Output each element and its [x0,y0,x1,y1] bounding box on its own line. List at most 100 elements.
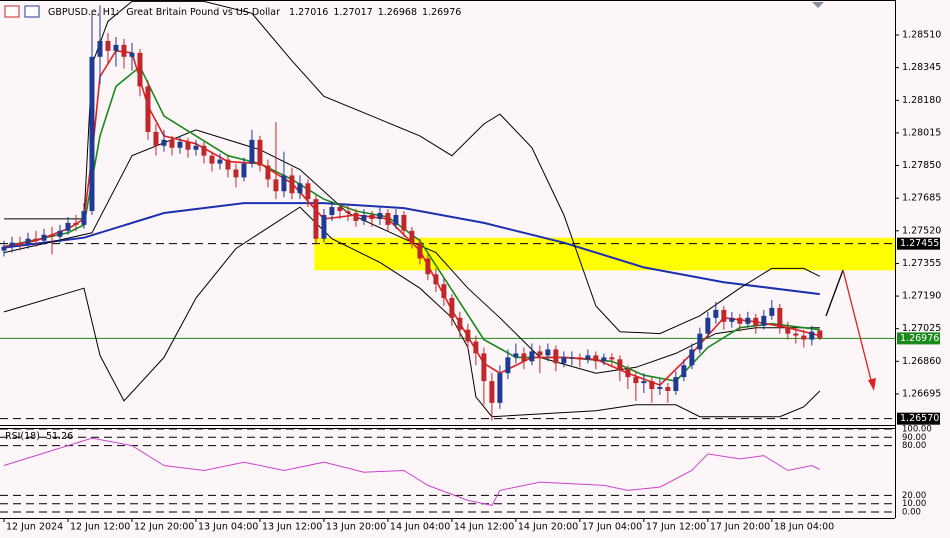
icon [24,5,40,18]
x-tick-label: 17 Jun 20:00 [710,522,770,533]
y-tick-label: 1.28015 [902,127,941,138]
candle-body [385,213,391,225]
candle-body [313,199,319,239]
x-tick-label: 14 Jun 12:00 [454,522,514,533]
y-tick-label: 1.27355 [902,258,941,269]
description: Great Britain Pound vs US Dollar [126,7,280,18]
y-tick-label: 1.26860 [902,356,941,367]
candle-body [129,52,135,57]
candle-body [473,341,479,354]
candle-body [625,369,631,378]
candle-body [777,307,783,328]
candle-body [465,329,471,342]
overlay-line [3,202,820,296]
candle-body [305,183,311,200]
x-tick-label: 12 Jun 2024 [6,522,63,533]
scroll-marker [812,2,824,8]
candle-body [809,331,815,340]
candle-body [425,258,431,275]
y-tick-label: 1.28180 [902,95,941,106]
overlay-line [4,0,821,335]
y-tick-label: 1.26695 [902,388,941,399]
forecast-down [842,269,873,385]
rsi-tick-label: 100.00 [902,425,932,435]
candle-body [633,377,639,384]
candle-body [225,159,231,170]
x-tick-label: 13 Jun 20:00 [326,522,386,533]
candle-body [9,242,15,247]
arrow-head [868,378,876,391]
candle-body [105,40,111,51]
candle-body [241,163,247,178]
candle-body [801,335,807,340]
candle-body [817,330,823,339]
candle-body [609,357,615,360]
candle-body [337,207,343,212]
x-tick-label: 17 Jun 12:00 [646,522,706,533]
candle-body [169,139,175,148]
candle-body [681,365,687,378]
candle-body [641,381,647,384]
candle-body [137,52,143,87]
candle-body [41,234,47,241]
rsi-tick-label: 10.00 [902,499,926,509]
rsi-tick-label: 80.00 [902,441,926,451]
candle-body [537,351,543,356]
x-tick-label: 14 Jun 04:00 [390,522,450,533]
candle-body [25,238,31,245]
candle-body [297,183,303,194]
overlay-line [3,206,821,418]
candle-body [393,214,399,225]
x-tick-label: 12 Jun 12:00 [70,522,130,533]
x-tick-label: 13 Jun 12:00 [262,522,322,533]
candle-body [153,131,159,146]
candle-body [369,214,375,219]
candle-body [657,387,663,390]
price-panel [0,0,895,421]
candle-body [249,139,255,164]
y-tick-label: 1.27520 [902,225,941,236]
candle-body [217,159,223,164]
y-tick-label: 1.27190 [902,291,941,302]
candle-body [697,333,703,350]
level-label-box [897,237,940,250]
candle-body [753,317,759,326]
candle-body [665,387,671,391]
rsi-tick-label: 90.00 [902,433,926,443]
high: 1.27017 [333,7,372,18]
x-tick-label: 13 Jun 04:00 [198,522,258,533]
candle-body [209,155,215,164]
candle-body [73,222,79,225]
candle-body [281,175,287,192]
candle-body [729,317,735,322]
rsi-line [3,437,821,506]
candle-body [329,207,335,215]
candle-body [593,355,599,362]
candle-body [553,349,559,364]
candle-body [185,141,191,150]
candle-body [601,357,607,362]
icon [4,5,20,18]
candle-body [417,242,423,259]
candle-body [321,214,327,239]
candle-body [713,309,719,318]
candle-body [457,317,463,330]
rsi-header: RSI(18) 51.26 [5,431,73,442]
low: 1.26968 [378,7,417,18]
candle-body [513,353,519,358]
candle-body [441,284,447,299]
candle-body [505,357,511,374]
candle-body [201,145,207,156]
candle-body [585,355,591,360]
rsi-label: RSI(18) [5,431,40,442]
candle-body [577,357,583,360]
zone [314,237,895,271]
candle-body [481,353,487,382]
candle-body [65,222,71,231]
candle-body [769,307,775,316]
x-tick-label: 12 Jun 20:00 [134,522,194,533]
candle-body [17,242,23,245]
candle-body [785,327,791,334]
